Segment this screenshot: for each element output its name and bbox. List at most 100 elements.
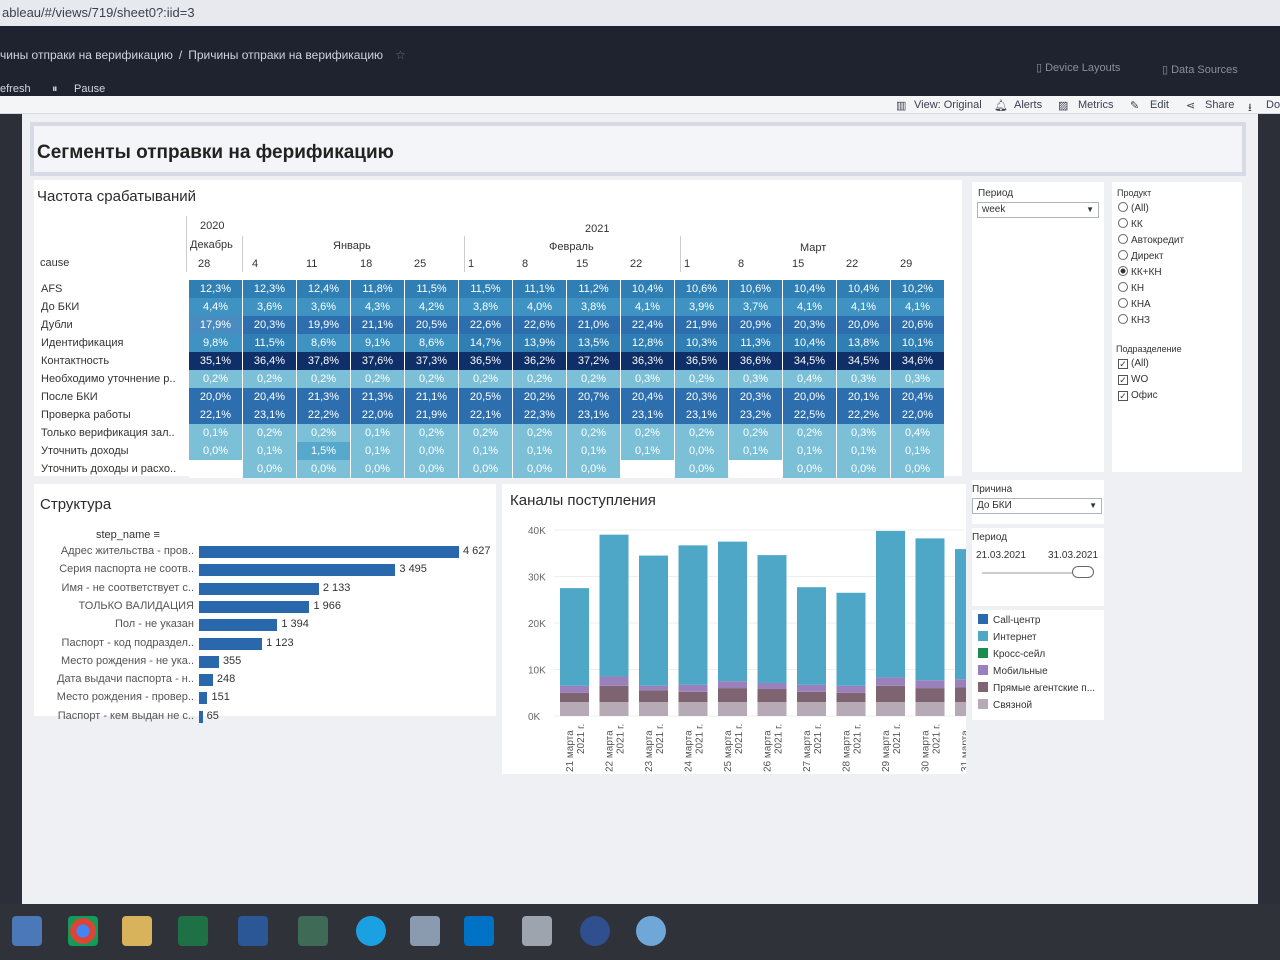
heatmap-cell[interactable]: 20,4%: [243, 388, 296, 406]
heatmap-cell[interactable]: 11,2%: [567, 280, 620, 298]
heatmap-cell[interactable]: 23,1%: [243, 406, 296, 424]
heatmap-cell[interactable]: 0,1%: [783, 442, 836, 460]
bar-segment[interactable]: [599, 676, 629, 686]
heatmap-cell[interactable]: 0,2%: [459, 370, 512, 388]
heatmap-cell[interactable]: 13,9%: [513, 334, 566, 352]
heatmap-cell[interactable]: 0,2%: [567, 370, 620, 388]
period-dropdown[interactable]: week ▼: [977, 202, 1099, 218]
heatmap-cell[interactable]: 0,1%: [459, 442, 512, 460]
heatmap-cell[interactable]: 0,2%: [351, 370, 404, 388]
outlook-icon[interactable]: [464, 916, 494, 946]
heatmap-cell[interactable]: 4,2%: [405, 298, 458, 316]
bar-segment[interactable]: [639, 555, 668, 686]
bar-segment[interactable]: [836, 702, 866, 716]
heatmap-cell[interactable]: 0,1%: [243, 442, 296, 460]
bar-segment[interactable]: [757, 702, 787, 716]
product-option[interactable]: КН: [1118, 282, 1144, 294]
heatmap-cell[interactable]: 21,0%: [567, 316, 620, 334]
bar-segment[interactable]: [955, 702, 966, 716]
heatmap-cell[interactable]: 3,6%: [297, 298, 350, 316]
heatmap-cell[interactable]: 20,1%: [837, 388, 890, 406]
heatmap-cell[interactable]: 0,2%: [675, 370, 728, 388]
heatmap-cell[interactable]: 0,0%: [891, 460, 944, 478]
heatmap-cell[interactable]: 9,1%: [351, 334, 404, 352]
bar-segment[interactable]: [955, 687, 966, 703]
bar-segment[interactable]: [955, 679, 966, 688]
heatmap-cell[interactable]: 8,6%: [297, 334, 350, 352]
heatmap-cell[interactable]: 0,2%: [783, 424, 836, 442]
product-option[interactable]: КК: [1118, 218, 1143, 230]
heatmap-cell[interactable]: 4,1%: [837, 298, 890, 316]
heatmap-cell[interactable]: 0,2%: [513, 370, 566, 388]
bar-segment[interactable]: [797, 691, 826, 703]
heatmap-cell[interactable]: 20,6%: [891, 316, 944, 334]
bar-segment[interactable]: [757, 682, 787, 690]
heatmap-cell[interactable]: 12,8%: [621, 334, 674, 352]
heatmap-cell[interactable]: 0,0%: [675, 460, 728, 478]
product-option[interactable]: КНА: [1118, 298, 1151, 310]
heatmap-cell[interactable]: 11,1%: [513, 280, 566, 298]
heatmap-cell[interactable]: 22,1%: [189, 406, 242, 424]
heatmap-cell[interactable]: 0,0%: [675, 442, 728, 460]
heatmap-cell[interactable]: 20,0%: [783, 388, 836, 406]
bar-segment[interactable]: [797, 587, 826, 685]
heatmap-cell[interactable]: 14,7%: [459, 334, 512, 352]
bar[interactable]: [199, 710, 203, 723]
bar-segment[interactable]: [560, 702, 589, 716]
bar[interactable]: [199, 619, 278, 632]
breadcrumb-parent[interactable]: чины отпраки на верификацию: [0, 48, 173, 62]
bar-segment[interactable]: [560, 588, 589, 686]
heatmap-cell[interactable]: 0,2%: [189, 370, 242, 388]
metrics-button[interactable]: Metrics: [1078, 99, 1114, 111]
heatmap-cell[interactable]: 3,8%: [459, 298, 512, 316]
bar-segment[interactable]: [876, 530, 905, 678]
heatmap-cell[interactable]: 4,4%: [189, 298, 242, 316]
bar-segment[interactable]: [718, 702, 747, 716]
step-name-header[interactable]: step_name ≡: [96, 529, 160, 541]
heatmap-cell[interactable]: 22,5%: [783, 406, 836, 424]
bar-segment[interactable]: [678, 545, 708, 685]
heatmap-cell[interactable]: 36,5%: [675, 352, 728, 370]
heatmap-cell[interactable]: 0,1%: [891, 442, 944, 460]
bar-segment[interactable]: [876, 685, 905, 703]
app-icon[interactable]: [580, 916, 610, 946]
share-button[interactable]: Share: [1205, 99, 1235, 111]
heatmap-cell[interactable]: 0,2%: [243, 370, 296, 388]
heatmap-cell[interactable]: 20,9%: [729, 316, 782, 334]
bar-segment[interactable]: [797, 684, 826, 692]
heatmap-cell[interactable]: 12,4%: [297, 280, 350, 298]
heatmap-cell[interactable]: 21,9%: [405, 406, 458, 424]
heatmap-cell[interactable]: 0,3%: [837, 370, 890, 388]
heatmap-cell[interactable]: 20,3%: [729, 388, 782, 406]
product-option[interactable]: КК+КН: [1118, 266, 1162, 278]
heatmap-cell[interactable]: 20,4%: [891, 388, 944, 406]
date-range-slider-handle[interactable]: [1072, 566, 1094, 578]
heatmap-cell[interactable]: [729, 460, 782, 478]
bar[interactable]: [199, 674, 213, 687]
heatmap-cell[interactable]: 37,6%: [351, 352, 404, 370]
user-icon[interactable]: [636, 916, 666, 946]
heatmap-cell[interactable]: 0,2%: [297, 370, 350, 388]
heatmap-cell[interactable]: 0,4%: [783, 370, 836, 388]
product-option[interactable]: Автокредит: [1118, 234, 1184, 246]
heatmap-cell[interactable]: 10,2%: [891, 280, 944, 298]
heatmap-cell[interactable]: 21,1%: [405, 388, 458, 406]
heatmap-cell[interactable]: 20,5%: [405, 316, 458, 334]
heatmap-cell[interactable]: 37,2%: [567, 352, 620, 370]
heatmap-cell[interactable]: 0,2%: [513, 424, 566, 442]
start-icon[interactable]: [12, 916, 42, 946]
bar-segment[interactable]: [678, 691, 708, 703]
legend-item[interactable]: Связной: [978, 699, 1032, 711]
heatmap-cell[interactable]: 36,2%: [513, 352, 566, 370]
heatmap-cell[interactable]: 0,0%: [405, 460, 458, 478]
heatmap-cell[interactable]: 22,0%: [351, 406, 404, 424]
bar-segment[interactable]: [639, 685, 668, 691]
heatmap-cell[interactable]: 13,8%: [837, 334, 890, 352]
bar[interactable]: [199, 546, 459, 558]
bar-segment[interactable]: [639, 690, 668, 703]
bar-segment[interactable]: [915, 702, 945, 716]
data-sources-button[interactable]: ▯ Data Sources: [1162, 64, 1238, 76]
heatmap-cell[interactable]: 19,9%: [297, 316, 350, 334]
view-original-button[interactable]: View: Original: [914, 99, 982, 111]
heatmap-cell[interactable]: 23,2%: [729, 406, 782, 424]
